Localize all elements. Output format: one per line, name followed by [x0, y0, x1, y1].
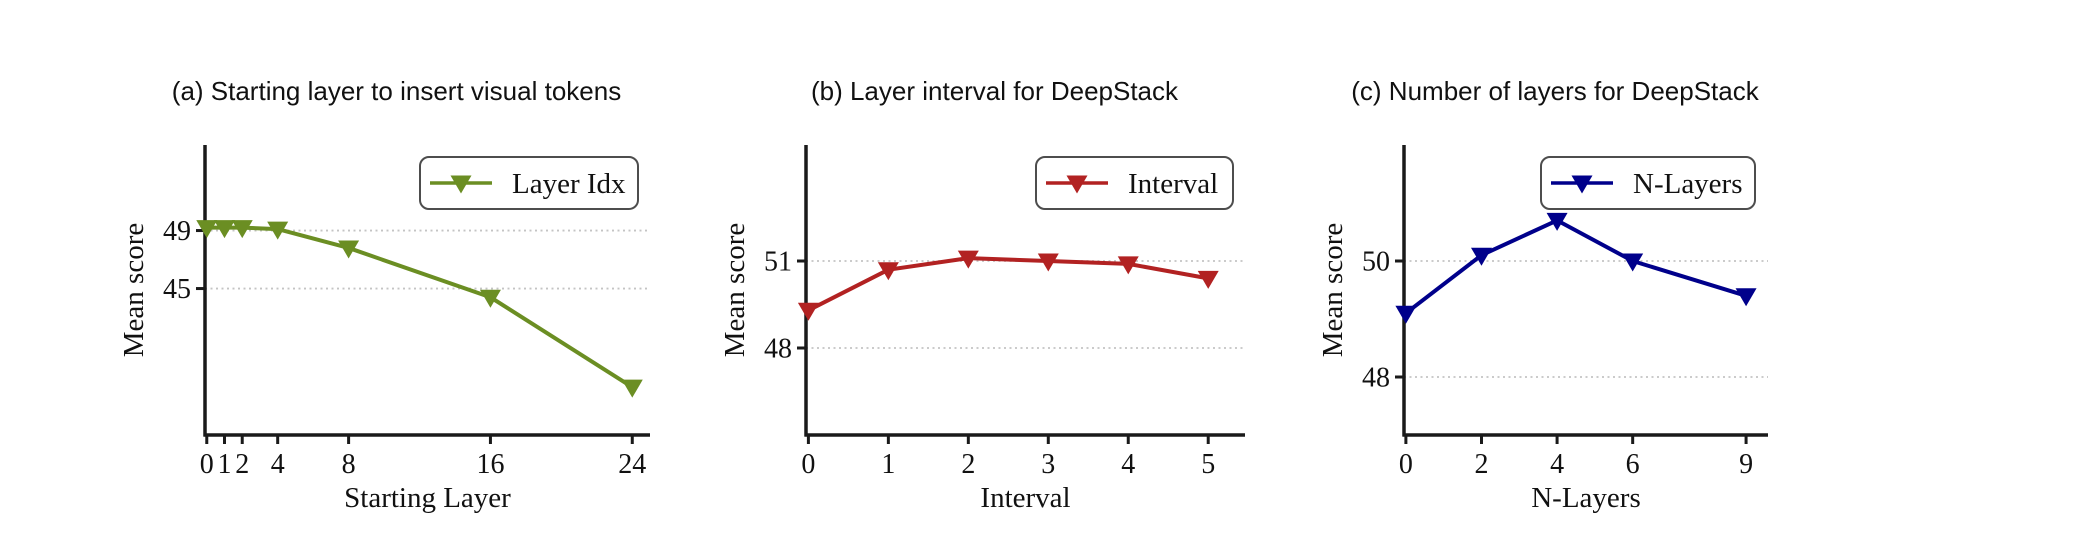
data-point-marker	[797, 302, 819, 321]
y-tick-label: 48	[1362, 363, 1390, 394]
x-tick-label: 1	[881, 449, 895, 480]
y-tick-label: 49	[163, 216, 191, 247]
x-tick-label: 2	[961, 449, 975, 480]
legend-marker	[1571, 175, 1593, 194]
y-axis-label: Mean score	[118, 223, 150, 357]
legend-label: Interval	[1128, 168, 1218, 200]
x-tick-label: 24	[618, 449, 646, 480]
legend-label: Layer Idx	[512, 168, 626, 200]
data-point-marker	[1622, 253, 1644, 272]
chart-a-title: (a) Starting layer to insert visual toke…	[171, 76, 622, 106]
data-line	[1403, 218, 1749, 316]
data-point-marker	[479, 289, 501, 308]
data-point-marker	[231, 220, 253, 239]
y-axis-label: Mean score	[719, 223, 751, 357]
data-point-marker	[1395, 305, 1417, 324]
y-tick-label: 51	[764, 247, 792, 278]
x-tick-label: 0	[200, 449, 214, 480]
data-line	[204, 225, 635, 390]
legend-box	[1540, 156, 1756, 210]
x-axis-label: Interval	[980, 482, 1070, 514]
data-point-marker	[1735, 288, 1757, 307]
chart-b-title: (b) Layer interval for DeepStack	[810, 76, 1179, 106]
x-tick-label: 4	[1550, 449, 1564, 480]
y-tick-label: 45	[163, 274, 191, 305]
legend-box	[419, 156, 639, 210]
chart-c-title: (c) Number of layers for DeepStack	[1351, 76, 1759, 106]
x-tick-label: 9	[1739, 449, 1753, 480]
x-tick-label: 3	[1041, 449, 1055, 480]
x-tick-label: 0	[1399, 449, 1413, 480]
x-tick-label: 16	[476, 449, 504, 480]
data-point-marker	[196, 220, 218, 239]
data-point-marker	[267, 221, 289, 240]
data-point-marker	[957, 250, 979, 269]
x-tick-label: 4	[271, 449, 285, 480]
x-tick-label: 4	[1121, 449, 1135, 480]
y-axis-label: Mean score	[1317, 223, 1349, 357]
legend-marker	[1066, 175, 1088, 194]
x-tick-label: 2	[1474, 449, 1488, 480]
x-tick-label: 0	[801, 449, 815, 480]
x-axis-label: N-Layers	[1531, 482, 1641, 514]
data-point-marker	[1470, 247, 1492, 266]
data-point-marker	[214, 220, 236, 239]
data-line	[806, 256, 1211, 313]
data-point-marker	[1117, 256, 1139, 275]
y-tick-label: 48	[764, 334, 792, 365]
legend-box	[1035, 156, 1234, 210]
data-point-marker	[1546, 212, 1568, 231]
x-axis-label: Starting Layer	[344, 482, 511, 514]
x-tick-label: 6	[1626, 449, 1640, 480]
x-tick-label: 2	[235, 449, 249, 480]
legend-label: N-Layers	[1633, 168, 1743, 200]
x-tick-label: 5	[1201, 449, 1215, 480]
y-tick-label: 50	[1362, 247, 1390, 278]
data-point-marker	[1037, 253, 1059, 272]
x-tick-label: 8	[342, 449, 356, 480]
x-tick-label: 1	[218, 449, 232, 480]
legend-marker	[450, 175, 472, 194]
data-point-marker	[621, 379, 643, 398]
data-point-marker	[1197, 270, 1219, 289]
data-point-marker	[338, 240, 360, 259]
data-point-marker	[877, 262, 899, 281]
